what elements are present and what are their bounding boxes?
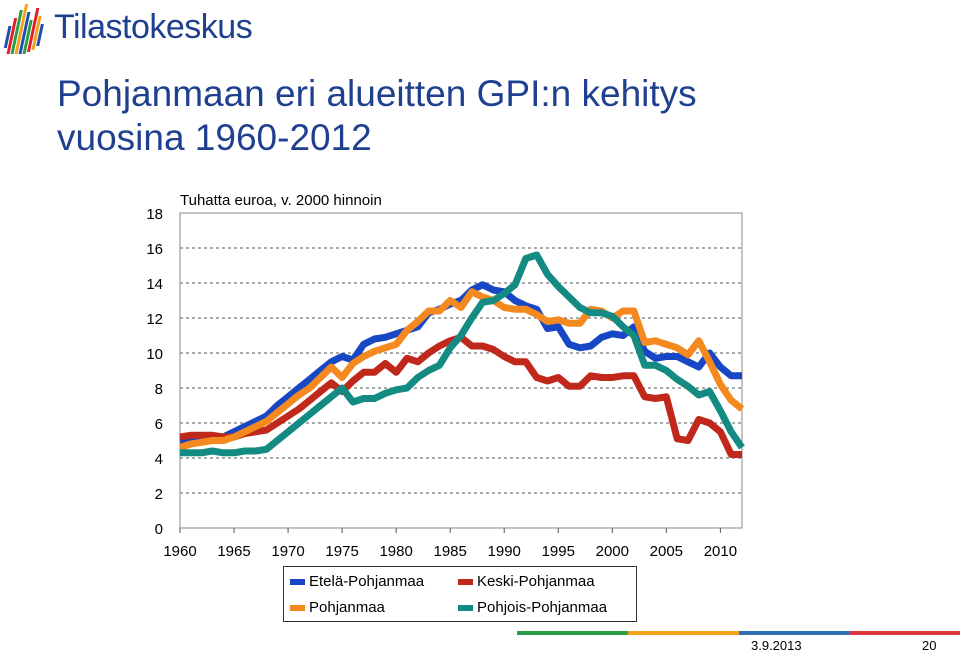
legend-item-pohjois-pohjanmaa: Pohjois-Pohjanmaa	[458, 599, 607, 616]
y-tick-label: 8	[155, 381, 163, 398]
tilastokeskus-logo: Tilastokeskus	[0, 0, 260, 60]
footer-bar-green	[517, 631, 628, 635]
page-title: Pohjanmaan eri alueitten GPI:n kehitys v…	[57, 72, 947, 160]
legend-item-pohjanmaa: Pohjanmaa	[290, 599, 385, 616]
logo-bar	[22, 20, 33, 54]
chart-axes: 0 2 4 6 8 10 12 14 16 18 1960 1965 1970 1975 1980 1985 1…	[146, 206, 737, 560]
x-tick-label: 1970	[271, 543, 304, 560]
x-tick-label: 2005	[650, 543, 683, 560]
legend-swatch-etela-pohjanmaa	[290, 579, 305, 586]
x-tick-label: 1990	[488, 543, 521, 560]
legend-label: Keski-Pohjanmaa	[477, 573, 595, 590]
y-tick-label: 14	[146, 276, 163, 293]
series-line-etelä-pohjanmaa	[179, 281, 742, 444]
legend-swatch-pohjois-pohjanmaa	[458, 605, 473, 612]
y-tick-label: 18	[146, 206, 163, 223]
logo-bar	[31, 16, 42, 50]
page-title-line1: Pohjanmaan eri alueitten GPI:n kehitys	[57, 73, 697, 114]
plot-frame	[179, 212, 743, 529]
logo-bar	[18, 12, 31, 54]
y-tick-label: 0	[155, 521, 163, 538]
x-tick-label: 1965	[217, 543, 250, 560]
x-tick-label: 1985	[434, 543, 467, 560]
chart-legend: Etelä-Pohjanmaa Keski-Pohjanmaa Pohjanma…	[283, 566, 637, 622]
legend-label: Pohjois-Pohjanmaa	[477, 599, 608, 616]
series-line-pohjois-pohjanmaa	[180, 251, 745, 457]
legend-label: Pohjanmaa	[309, 599, 385, 616]
x-tick-label: 1975	[325, 543, 358, 560]
y-tick-label: 12	[146, 311, 163, 328]
y-tick-label: 4	[155, 451, 163, 468]
y-tick-label: 6	[155, 416, 163, 433]
legend-item-keski-pohjanmaa: Keski-Pohjanmaa	[458, 573, 595, 590]
footer-date: 3.9.2013	[751, 638, 802, 653]
page-number: 20	[922, 638, 937, 653]
logo-bar	[14, 4, 29, 54]
y-tick-label: 16	[146, 241, 163, 258]
logo-bar	[10, 10, 23, 54]
logo-bar	[3, 26, 12, 48]
x-tick-label: 2000	[596, 543, 629, 560]
page-title-line2: vuosina 1960-2012	[57, 117, 372, 158]
logo-bar	[36, 24, 44, 46]
x-tick-label: 2010	[704, 543, 737, 560]
x-tick-label: 1980	[379, 543, 412, 560]
logo-bars-icon	[3, 4, 44, 54]
chart-series	[178, 251, 745, 458]
legend-item-etela-pohjanmaa: Etelä-Pohjanmaa	[290, 573, 424, 590]
legend-label: Etelä-Pohjanmaa	[309, 573, 425, 590]
logo-text: Tilastokeskus	[54, 8, 253, 46]
footer-bar-blue	[739, 631, 850, 635]
x-tick-label: 1995	[542, 543, 575, 560]
logo-bar	[6, 18, 18, 54]
series-line-pohjanmaa	[178, 288, 745, 451]
legend-swatch-pohjanmaa	[290, 605, 305, 612]
y-tick-label: 2	[155, 486, 163, 503]
y-axis-label: Tuhatta euroa, v. 2000 hinnoin	[180, 192, 382, 209]
chart-grid	[180, 247, 742, 494]
footer-bar-red	[850, 631, 960, 635]
footer-bar-orange	[628, 631, 739, 635]
legend-swatch-keski-pohjanmaa	[458, 579, 473, 586]
x-tick-label: 1960	[163, 543, 196, 560]
y-tick-label: 10	[146, 346, 163, 363]
logo-bar	[26, 8, 40, 52]
